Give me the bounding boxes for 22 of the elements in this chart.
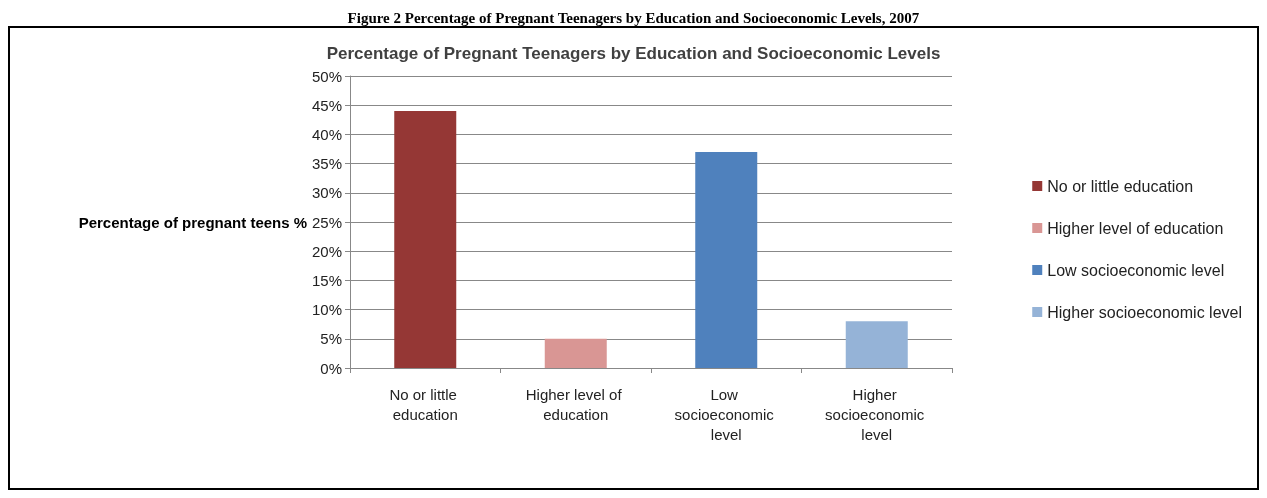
y-tick-label: 50% — [311, 67, 342, 85]
y-tick-label: 30% — [311, 184, 342, 202]
legend-label: No or little education — [1047, 177, 1194, 195]
y-axis-title: Percentage of pregnant teens % — [78, 213, 308, 231]
y-tick-label: 20% — [311, 242, 342, 260]
y-tick-label: 45% — [311, 96, 342, 114]
legend-label: Low socioeconomic level — [1047, 261, 1225, 279]
x-tick-label: Low socioeconomic level — [674, 385, 778, 443]
y-tick-label: 25% — [311, 213, 342, 231]
x-tick-label: Higher socioeconomic level — [825, 385, 929, 443]
y-tick-label: 15% — [311, 271, 342, 289]
y-tick-label: 10% — [311, 301, 342, 319]
legend-label: Higher level of education — [1047, 219, 1224, 237]
y-tick-label: 0% — [320, 359, 342, 377]
x-tick-label: Higher level of education — [525, 385, 626, 423]
x-tick-label: No or little education — [389, 385, 462, 423]
legend-label: Higher socioeconomic level — [1047, 303, 1243, 321]
caption: Figure 2 Percentage of Pregnant Teenagers by Education and Socioeconomic Levels, 2007 — [347, 9, 920, 26]
y-tick-label: 5% — [320, 330, 342, 348]
chart-title: Percentage of Pregnant Teenagers by Education and Socioeconomic Levels — [326, 44, 941, 63]
y-tick-label: 35% — [311, 155, 342, 173]
y-tick-label: 40% — [311, 125, 342, 143]
